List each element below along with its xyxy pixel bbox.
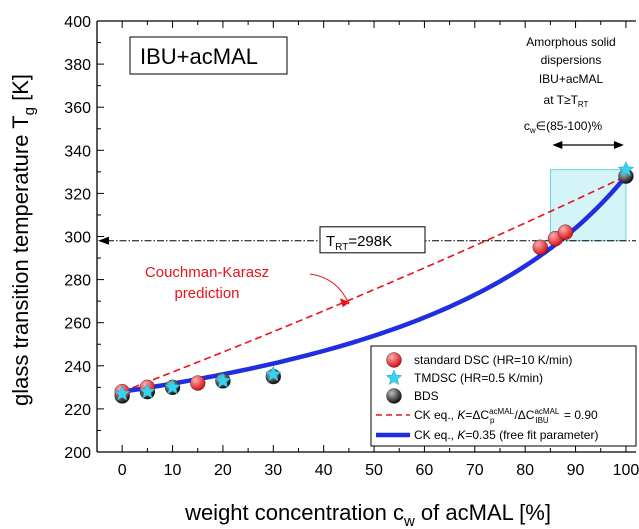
room-temperature-arrowhead [98,236,109,245]
y-tick-label: 400 [64,14,91,31]
tmdsc-point [113,385,131,401]
y-tick-label: 240 [64,359,91,376]
y-tick-label: 220 [64,402,91,419]
tmdsc-point [139,383,156,399]
tmdsc-point [164,378,181,395]
x-tick-label: 80 [516,462,534,479]
legend-swatches [376,352,410,438]
tmdsc-point [265,365,282,382]
ck-prediction-arrow [309,273,350,305]
x-tick-label: 100 [613,462,639,479]
ck-prediction-arrowhead [339,298,350,308]
y-tick-label: 380 [64,57,91,74]
ck-prediction-dashed-line [121,175,627,393]
x-tick-label: 0 [118,462,127,479]
tmdsc-point [214,372,232,388]
y-axis-title: glass transition temperature Tg [K] [8,74,38,406]
x-tick-label: 70 [466,462,484,479]
asd-label-line4: at T≥TRT [544,93,589,109]
legend: standard DSC (HR=10 K/min) TMDSC (HR=0.5… [370,345,637,447]
x-tick-label: 90 [567,462,585,479]
asd-label-line1: Amorphous solid [526,35,615,49]
x-tick-label: 50 [365,462,383,479]
y-tick-label: 280 [64,273,91,290]
tmdsc-point [617,161,635,177]
legend-item-ck-035: CK eq., K=0.35 (free fit parameter) [414,428,598,442]
x-tick-label: 10 [164,462,182,479]
x-tick-label: 60 [416,462,434,479]
y-tick-label: 260 [64,316,91,333]
data-markers [113,161,635,404]
y-tick-label: 200 [64,445,91,462]
y-tick-label: 340 [64,143,91,160]
legend-item-tmdsc: TMDSC (HR=0.5 K/min) [414,371,543,385]
y-tick-label: 360 [64,100,91,117]
y-tick-label: 300 [64,230,91,247]
x-axis-title: weight concentration cw of acMAL [%] [184,500,551,529]
x-tick-label: 30 [264,462,282,479]
dsc-point [532,239,548,255]
ck-prediction-label-line1: Couchman-Karasz [145,264,269,281]
x-tick-label: 40 [315,462,333,479]
asd-label-line3: IBU+acMAL [539,72,604,86]
panel-label-box [129,36,288,75]
asd-label-line2: dispersions [541,53,602,67]
panel-label: IBU+acMAL [140,44,258,69]
legend-item-dsc: standard DSC (HR=10 K/min) [414,353,572,367]
x-tick-label: 20 [214,462,232,479]
room-temperature-label: TRT=298K [326,233,392,253]
dsc-point [190,375,206,391]
legend-item-ck-090: CK eq., K=ΔCacMAL p/ΔCacMAL IBU = 0.90 [414,407,598,425]
y-tick-label: 320 [64,186,91,203]
dsc-point [557,224,574,240]
legend-swatch-bds [386,388,402,404]
room-temperature-label-box [319,226,426,254]
legend-swatch-dsc [386,352,402,368]
legend-item-bds: BDS [414,389,439,403]
legend-box [370,345,637,447]
axis-ticks: 0 10 20 30 40 50 60 70 80 90 100 200 220 240 260 280 300… [64,14,639,479]
legend-swatch-tmdsc [385,369,403,385]
ck-prediction-label-line2: prediction [174,285,239,302]
asd-label-line5: cw∈(85-100)% [524,119,603,135]
